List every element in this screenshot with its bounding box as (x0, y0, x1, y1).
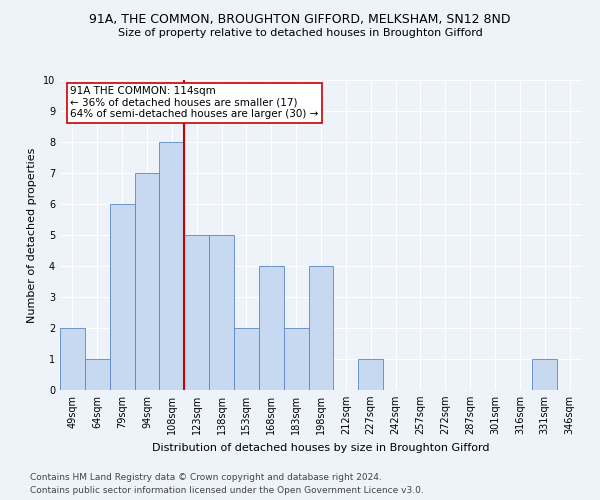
X-axis label: Distribution of detached houses by size in Broughton Gifford: Distribution of detached houses by size … (152, 442, 490, 452)
Bar (160, 142, 184, 390)
Text: Size of property relative to detached houses in Broughton Gifford: Size of property relative to detached ho… (118, 28, 482, 38)
Bar (134, 173, 160, 390)
Bar (60, 328, 85, 390)
Bar (358, 359, 383, 390)
Text: 91A THE COMMON: 114sqm
← 36% of detached houses are smaller (17)
64% of semi-det: 91A THE COMMON: 114sqm ← 36% of detached… (70, 86, 319, 120)
Text: Contains public sector information licensed under the Open Government Licence v3: Contains public sector information licen… (30, 486, 424, 495)
Bar (308, 266, 334, 390)
Y-axis label: Number of detached properties: Number of detached properties (28, 148, 37, 322)
Bar (532, 359, 557, 390)
Text: 91A, THE COMMON, BROUGHTON GIFFORD, MELKSHAM, SN12 8ND: 91A, THE COMMON, BROUGHTON GIFFORD, MELK… (89, 12, 511, 26)
Bar (85, 359, 110, 390)
Bar (284, 328, 308, 390)
Text: Contains HM Land Registry data © Crown copyright and database right 2024.: Contains HM Land Registry data © Crown c… (30, 474, 382, 482)
Bar (184, 235, 209, 390)
Bar (209, 235, 234, 390)
Bar (259, 266, 284, 390)
Bar (110, 204, 134, 390)
Bar (234, 328, 259, 390)
